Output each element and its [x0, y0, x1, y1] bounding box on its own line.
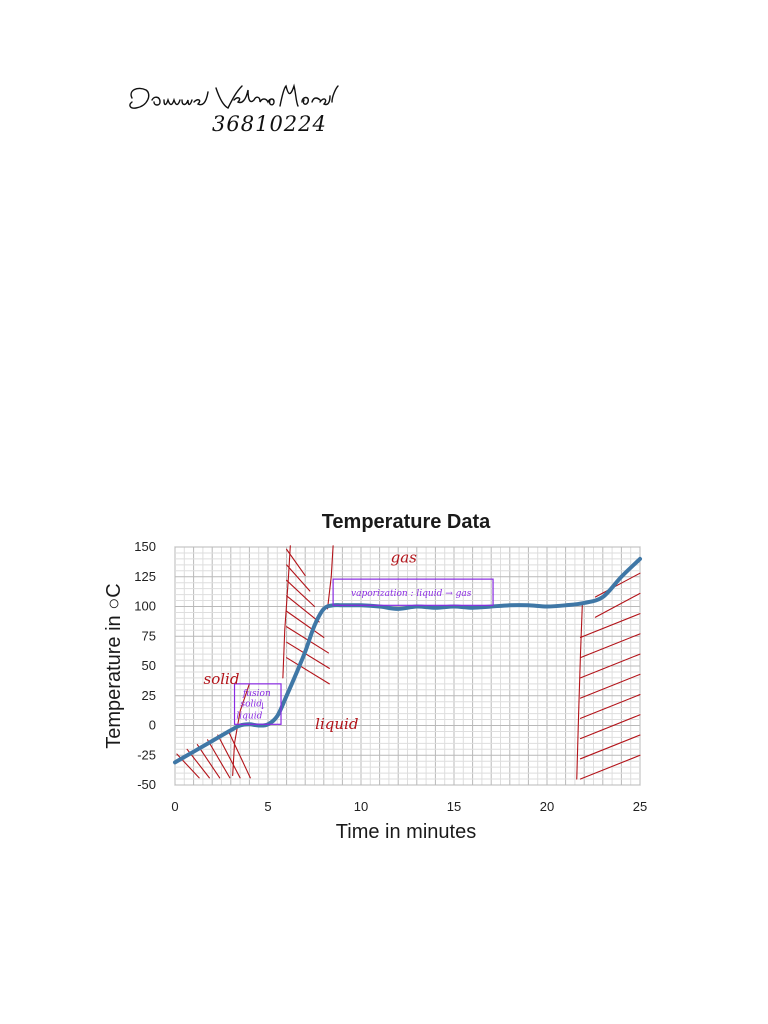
x-tick-label: 20	[540, 799, 554, 814]
chart-grid	[174, 546, 641, 786]
annotation-layer: solidgasliquidfusionsolid↓liquidvaporiza…	[204, 548, 494, 733]
chart-axes: 0 5 10 15 20 25 -50 -25 0 25 50 75 100 125 150	[134, 539, 647, 814]
hatch-border	[326, 545, 334, 610]
y-tick-label: 50	[142, 658, 156, 673]
y-axis-label: Temperature in ○C	[103, 583, 125, 748]
annotation-label: solid	[204, 670, 240, 688]
hatch-stroke	[594, 592, 641, 618]
annotation-label: vaporization : liquid → gas	[351, 589, 472, 599]
fusion-box	[233, 683, 282, 725]
x-axis-label: Time in minutes	[336, 821, 476, 843]
hatch-stroke	[286, 579, 316, 608]
hatch-stroke	[207, 739, 231, 779]
annotation-label: fusion	[242, 689, 271, 699]
x-tick-label: 25	[633, 799, 647, 814]
hatch-stroke	[286, 548, 306, 577]
annotation-label: ↓	[259, 702, 267, 712]
hatch-border	[282, 545, 291, 679]
y-tick-label: -25	[137, 747, 156, 762]
hatch-stroke	[286, 610, 325, 638]
hatch-stroke	[217, 734, 241, 779]
hatch-stroke	[286, 657, 330, 685]
hatch-stroke	[579, 734, 641, 760]
y-tick-label: 75	[142, 628, 156, 643]
y-tick-label: 0	[149, 718, 156, 733]
annotation-label: liquid	[236, 711, 262, 721]
y-tick-label: 125	[134, 569, 156, 584]
student-id: 36810224	[212, 112, 327, 136]
hatch-stroke	[594, 572, 641, 598]
y-tick-label: -50	[137, 777, 156, 792]
hatch-stroke	[579, 714, 641, 740]
y-tick-label: 150	[134, 539, 156, 554]
hatch-stroke	[579, 754, 641, 780]
x-tick-label: 10	[354, 799, 368, 814]
hatch-stroke	[579, 694, 641, 719]
hatch-stroke	[286, 595, 320, 623]
annotation-label: solid	[240, 699, 262, 709]
y-tick-label: 25	[142, 688, 156, 703]
hatch-stroke	[286, 564, 311, 592]
x-tick-label: 0	[171, 799, 178, 814]
hatch-stroke	[579, 633, 641, 659]
hatch-stroke	[196, 743, 221, 779]
hatch-border	[576, 603, 583, 780]
hatch-stroke	[579, 613, 641, 638]
vaporization-box	[332, 578, 494, 606]
hatch-stroke	[579, 673, 641, 699]
hatch-stroke	[286, 641, 330, 669]
hatch-stroke	[579, 653, 641, 679]
x-tick-label: 15	[447, 799, 461, 814]
x-tick-label: 5	[264, 799, 271, 814]
chart-title: Temperature Data	[322, 511, 491, 533]
annotation-label: gas	[391, 548, 418, 566]
y-tick-label: 100	[134, 599, 156, 614]
hatch-regions	[176, 545, 641, 780]
handwritten-signature	[129, 83, 339, 109]
annotation-label: liquid	[315, 715, 358, 733]
temperature-chart: 0 5 10 15 20 25 -50 -25 0 25 50 75 100 125 150 solid ga…	[103, 511, 647, 843]
hatch-stroke	[227, 729, 251, 779]
